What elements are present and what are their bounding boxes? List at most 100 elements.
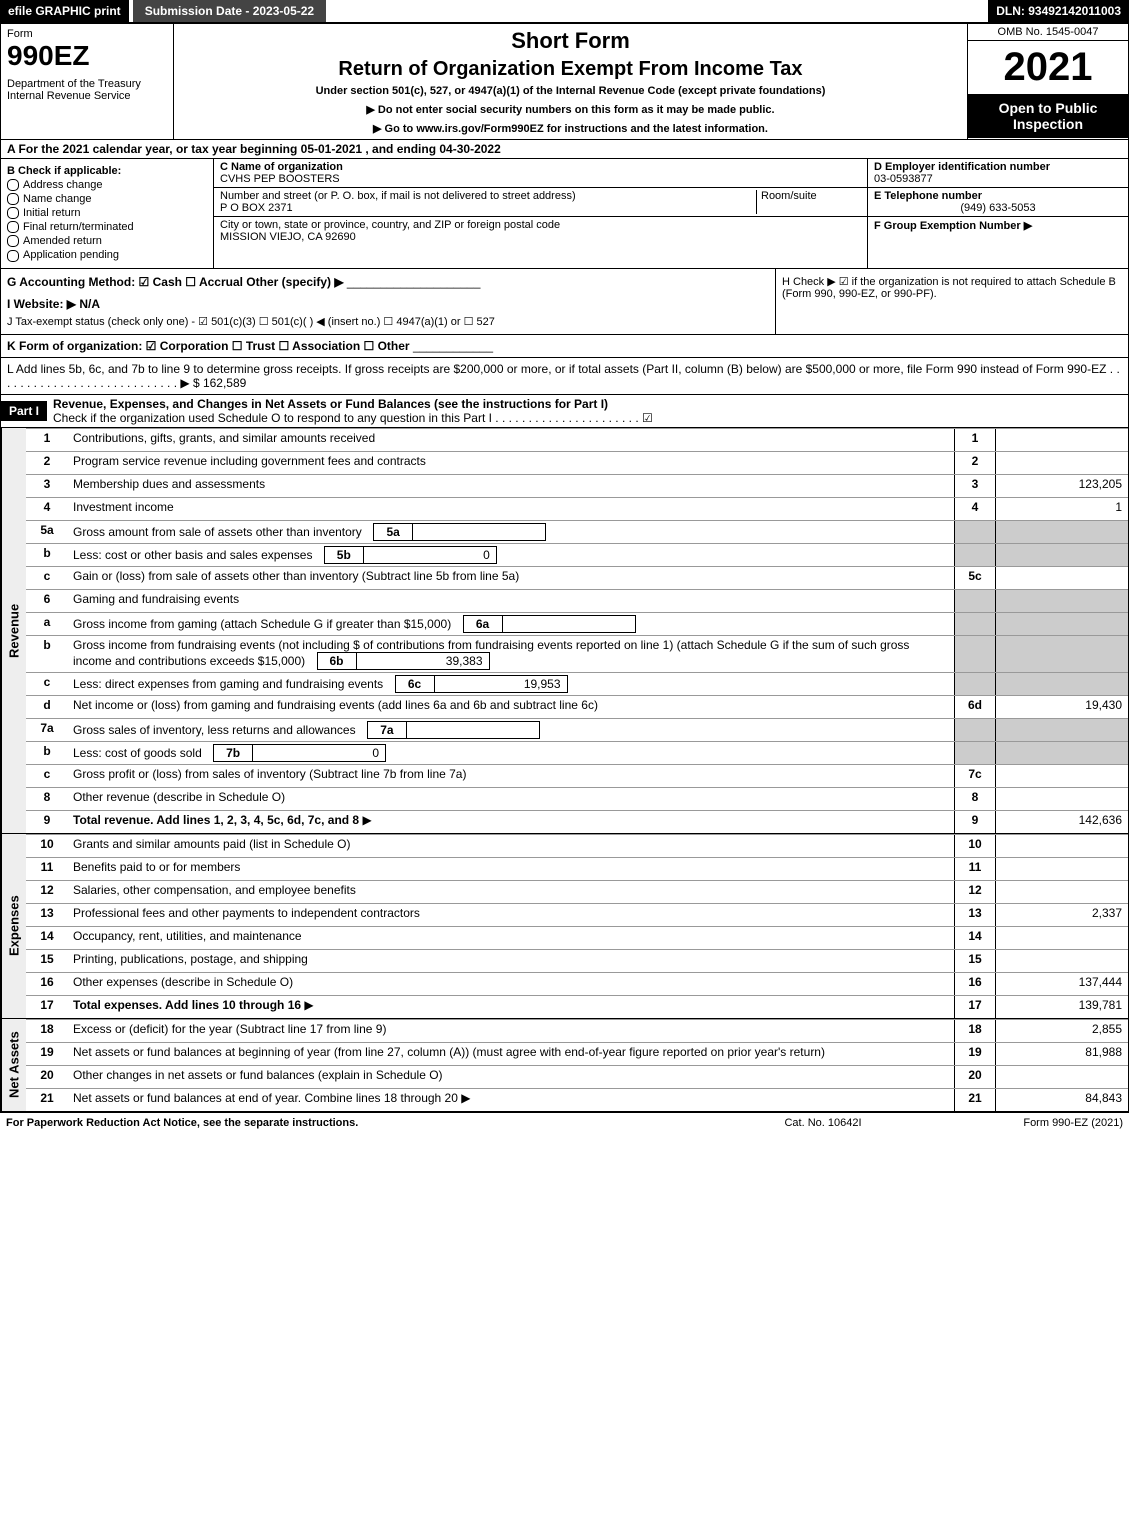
revenue-section: Revenue 1Contributions, gifts, grants, a…	[0, 428, 1129, 834]
line-ref-number: 10	[954, 835, 996, 857]
efile-print-button[interactable]: efile GRAPHIC print	[0, 0, 129, 22]
line-amount: 1	[996, 498, 1128, 520]
line-description: Gross amount from sale of assets other t…	[69, 521, 954, 543]
chk-application-pending[interactable]: Application pending	[7, 249, 207, 261]
header-left: Form 990EZ Department of the Treasury In…	[1, 24, 174, 139]
omb-number: OMB No. 1545-0047	[968, 24, 1128, 41]
line-number: 14	[25, 927, 69, 949]
short-form-label: Short Form	[182, 28, 959, 54]
line-row: bGross income from fundraising events (n…	[25, 635, 1128, 672]
form-subtitle: Under section 501(c), 527, or 4947(a)(1)…	[182, 85, 959, 97]
line-amount	[996, 613, 1128, 635]
part1-title: Revenue, Expenses, and Changes in Net As…	[53, 397, 608, 411]
line-number: b	[25, 636, 69, 672]
footer-left: For Paperwork Reduction Act Notice, see …	[6, 1117, 723, 1129]
arrow-icon: ▶	[359, 813, 372, 827]
line-ref-number: 13	[954, 904, 996, 926]
top-bar: efile GRAPHIC print Submission Date - 20…	[0, 0, 1129, 23]
line-ref-number: 19	[954, 1043, 996, 1065]
line-number: 3	[25, 475, 69, 497]
form-title: Return of Organization Exempt From Incom…	[182, 58, 959, 81]
line-description: Gaming and fundraising events	[69, 590, 954, 612]
ein-value: 03-0593877	[874, 173, 933, 185]
line-number: 18	[25, 1020, 69, 1042]
line-amount	[996, 1066, 1128, 1088]
arrow-icon: ▶	[458, 1091, 471, 1105]
line-description: Other changes in net assets or fund bala…	[69, 1066, 954, 1088]
addr-label: Number and street (or P. O. box, if mail…	[220, 190, 576, 202]
line-row: 21Net assets or fund balances at end of …	[25, 1088, 1128, 1111]
j-tax-exempt: J Tax-exempt status (check only one) - ☑…	[7, 315, 769, 328]
line-number: 6	[25, 590, 69, 612]
chk-address-change[interactable]: Address change	[7, 179, 207, 191]
tax-year: 2021	[968, 41, 1128, 94]
chk-initial-return[interactable]: Initial return	[7, 207, 207, 219]
line-description: Other expenses (describe in Schedule O)	[69, 973, 954, 995]
sub-amount-box: 5a	[373, 523, 546, 541]
line-number: d	[25, 696, 69, 718]
line-row: 16Other expenses (describe in Schedule O…	[25, 972, 1128, 995]
line-number: 17	[25, 996, 69, 1018]
chk-final-return[interactable]: Final return/terminated	[7, 221, 207, 233]
line-row: 11Benefits paid to or for members11	[25, 857, 1128, 880]
room-suite-label: Room/suite	[756, 190, 861, 214]
line-ref-number	[954, 636, 996, 672]
line-row: 15Printing, publications, postage, and s…	[25, 949, 1128, 972]
line-description: Membership dues and assessments	[69, 475, 954, 497]
line-row: 13Professional fees and other payments t…	[25, 903, 1128, 926]
line-description: Excess or (deficit) for the year (Subtra…	[69, 1020, 954, 1042]
line-number: 19	[25, 1043, 69, 1065]
k-form-org: K Form of organization: ☑ Corporation ☐ …	[0, 335, 1129, 358]
line-description: Gross profit or (loss) from sales of inv…	[69, 765, 954, 787]
sub-amount-box: 7b0	[213, 744, 386, 762]
line-number: 12	[25, 881, 69, 903]
line-amount	[996, 673, 1128, 695]
line-description: Program service revenue including govern…	[69, 452, 954, 474]
dln-number: DLN: 93492142011003	[988, 0, 1129, 22]
line-description: Salaries, other compensation, and employ…	[69, 881, 954, 903]
line-ref-number	[954, 521, 996, 543]
header-center: Short Form Return of Organization Exempt…	[174, 24, 967, 139]
row-a-tax-year: A For the 2021 calendar year, or tax yea…	[0, 140, 1129, 159]
line-number: b	[25, 544, 69, 566]
line-row: 17Total expenses. Add lines 10 through 1…	[25, 995, 1128, 1018]
revenue-side-label: Revenue	[1, 428, 26, 833]
line-number: 20	[25, 1066, 69, 1088]
line-row: 10Grants and similar amounts paid (list …	[25, 834, 1128, 857]
sub-amount-box: 5b0	[324, 546, 497, 564]
line-ref-number	[954, 719, 996, 741]
line-number: 15	[25, 950, 69, 972]
department-label: Department of the Treasury Internal Reve…	[7, 78, 167, 102]
line-row: 4Investment income41	[25, 497, 1128, 520]
line-row: cGross profit or (loss) from sales of in…	[25, 764, 1128, 787]
line-number: 8	[25, 788, 69, 810]
line-amount: 19,430	[996, 696, 1128, 718]
line-ref-number	[954, 590, 996, 612]
line-number: 16	[25, 973, 69, 995]
line-row: 8Other revenue (describe in Schedule O)8	[25, 787, 1128, 810]
line-description: Net assets or fund balances at end of ye…	[69, 1089, 954, 1111]
line-amount	[996, 590, 1128, 612]
line-ref-number: 1	[954, 429, 996, 451]
line-ref-number: 21	[954, 1089, 996, 1111]
org-address: P O BOX 2371	[220, 202, 293, 214]
line-amount	[996, 881, 1128, 903]
line-row: bLess: cost or other basis and sales exp…	[25, 543, 1128, 566]
line-amount: 142,636	[996, 811, 1128, 833]
line-row: 18Excess or (deficit) for the year (Subt…	[25, 1019, 1128, 1042]
chk-name-change[interactable]: Name change	[7, 193, 207, 205]
part1-label: Part I	[1, 401, 47, 421]
line-ref-number: 2	[954, 452, 996, 474]
line-ref-number	[954, 742, 996, 764]
line-ref-number: 5c	[954, 567, 996, 589]
line-description: Less: cost of goods sold 7b0	[69, 742, 954, 764]
part1-check-text: Check if the organization used Schedule …	[53, 411, 492, 425]
chk-amended-return[interactable]: Amended return	[7, 235, 207, 247]
line-amount: 81,988	[996, 1043, 1128, 1065]
h-schedule-b: H Check ▶ ☑ if the organization is not r…	[775, 269, 1128, 334]
line-description: Contributions, gifts, grants, and simila…	[69, 429, 954, 451]
line-number: 5a	[25, 521, 69, 543]
notice-link[interactable]: ▶ Go to www.irs.gov/Form990EZ for instru…	[182, 122, 959, 135]
e-phone-label: E Telephone number	[874, 190, 982, 202]
line-ref-number: 16	[954, 973, 996, 995]
